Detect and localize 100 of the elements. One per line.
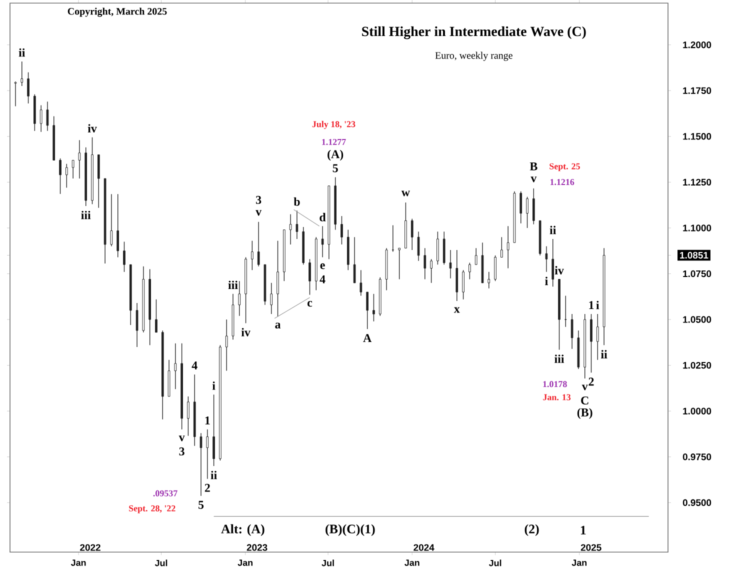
annotation: 4 (320, 275, 326, 284)
candlestick (225, 319, 228, 372)
annotation: ii (600, 350, 608, 358)
annotation: A (363, 334, 372, 342)
candlestick (238, 280, 241, 316)
annotation: e (320, 263, 325, 270)
candlestick (360, 270, 362, 296)
annotation: Alt: (A) (221, 524, 264, 536)
x2-tick-label: 2025 (580, 544, 602, 551)
candlestick (417, 231, 420, 262)
candlestick (596, 314, 599, 360)
candlestick (372, 293, 375, 322)
candlestick (212, 394, 215, 466)
candlestick (40, 104, 42, 132)
annotation: C (581, 396, 588, 404)
x2-tick-label: 2023 (246, 544, 268, 551)
annotation: x (454, 307, 460, 313)
candlestick (424, 248, 426, 280)
y-tick-label: 1.1000 (683, 224, 712, 232)
candlestick (257, 222, 260, 267)
candlestick (174, 342, 177, 390)
candlestick (270, 282, 273, 314)
candlestick (46, 101, 49, 132)
y-tick-label: 1.0250 (683, 362, 712, 369)
annotation: v (582, 384, 588, 390)
candlestick (488, 272, 490, 289)
candlestick (552, 238, 554, 287)
candlestick (97, 154, 100, 208)
annotation: 3 (256, 196, 262, 204)
annotation: i (545, 276, 548, 286)
candlestick (116, 194, 120, 258)
y-tick-label: 1.0500 (683, 316, 712, 323)
candlestick (187, 396, 190, 436)
candlestick (155, 298, 158, 333)
annotation: 3 (179, 447, 184, 456)
x-tick-label: Jan (238, 560, 252, 566)
candlestick (59, 158, 62, 194)
candlestick (20, 61, 24, 86)
annotation: iv (554, 266, 564, 274)
annotation: iii (554, 354, 564, 363)
candlestick (78, 140, 81, 179)
candlestick (494, 255, 496, 282)
annotation: i (596, 300, 600, 310)
annotation: ii (210, 470, 217, 480)
annotation: Copyright, March 2025 (68, 8, 167, 17)
annotation: 2 (204, 484, 210, 492)
annotation: 5 (198, 500, 204, 509)
annotation: iv (88, 124, 97, 132)
x2-tick-label: 2022 (80, 544, 100, 551)
annotation: b (294, 197, 300, 206)
annotation: .09537 (153, 490, 178, 496)
candlestick (462, 270, 464, 300)
candlestick (520, 190, 522, 224)
annotation: a (275, 322, 281, 328)
candlestick (123, 241, 126, 272)
candlestick (110, 194, 113, 247)
annotation: 1.0178 (543, 381, 567, 388)
y-tick-label: 1.0750 (683, 270, 712, 278)
candlestick (590, 314, 592, 373)
annotation: (A) (328, 150, 344, 161)
annotation: iii (228, 280, 238, 289)
annotation: (B)(C)(1) (326, 524, 375, 536)
annotation: (2) (524, 524, 539, 536)
candlestick (570, 314, 574, 350)
x-tick-label: Jul (322, 560, 334, 566)
candlestick (392, 224, 394, 252)
candlestick (66, 163, 68, 188)
candlestick (340, 216, 343, 245)
annotation: B (530, 162, 538, 170)
annotation: 1.1277 (322, 138, 346, 145)
candlestick (506, 226, 510, 269)
y-tick-label: 0.9500 (682, 499, 712, 506)
x-tick-label: Jul (154, 560, 168, 566)
annotation: 1 (589, 301, 594, 309)
x-tick-label: Jan (70, 560, 86, 566)
annotation: i (212, 381, 216, 390)
candlestick (436, 231, 439, 265)
candlestick (532, 188, 535, 225)
annotation: v (178, 436, 185, 442)
annotation: 5 (332, 164, 338, 172)
y-tick-label: 0.9750 (682, 453, 712, 460)
annotation: July 18, '23 (312, 120, 356, 130)
annotation: 1 (580, 526, 586, 534)
candlestick (353, 236, 356, 284)
annotation: Jan. 13 (543, 394, 571, 400)
candlestick (468, 262, 471, 280)
annotation: Sept. 25 (550, 163, 580, 172)
annotation: 4 (192, 361, 198, 370)
candlestick (430, 258, 432, 284)
candlestick (206, 429, 209, 480)
annotation: (B) (577, 408, 592, 419)
candlestick (276, 240, 279, 317)
x2-tick-label: 2024 (414, 544, 434, 551)
y-tick-label: 1.1250 (683, 178, 712, 186)
text: Still Higher in Intermediate Wave (C) (362, 26, 586, 40)
y-tick-label: 1.1500 (683, 133, 712, 140)
candlestick (136, 302, 138, 348)
candlestick (296, 210, 298, 240)
y-tick-label: 1.0000 (683, 408, 712, 414)
annotation: Sept. 28, '22 (129, 505, 176, 514)
